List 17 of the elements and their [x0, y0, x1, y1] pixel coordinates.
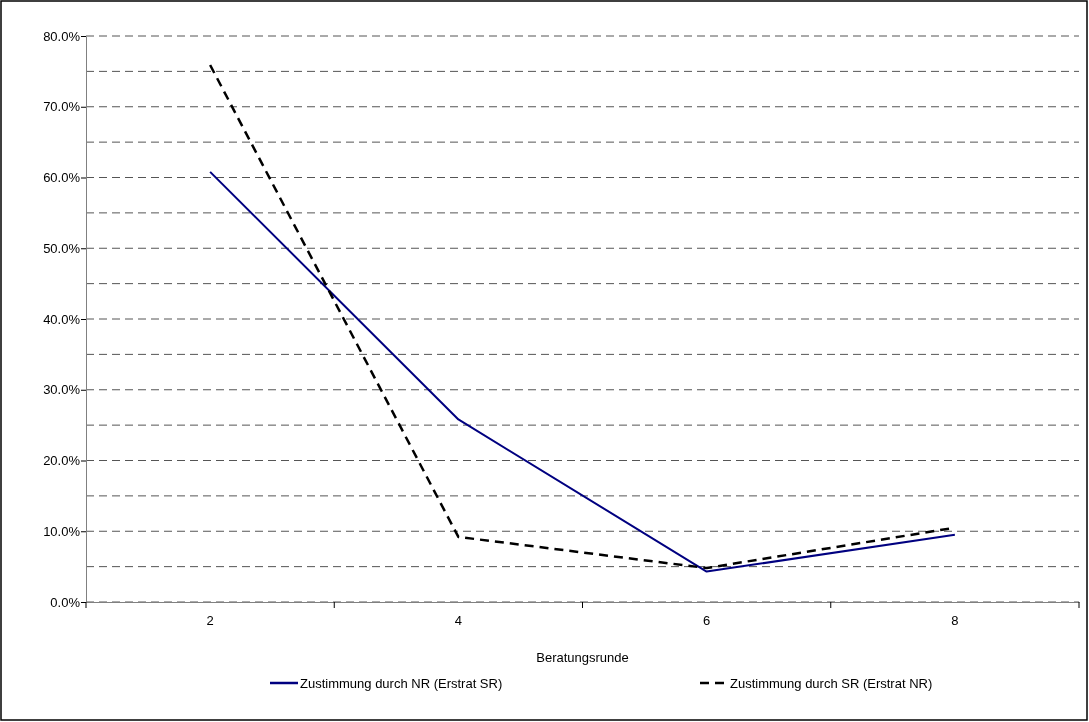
x-tick-label: 8 [951, 613, 959, 629]
y-tick-label: 0.0% [50, 594, 81, 610]
y-tick-label: 30.0% [43, 382, 81, 398]
y-tick-label: 60.0% [43, 170, 81, 186]
y-tick-label: 10.0% [43, 523, 81, 539]
line-series [209, 170, 956, 573]
y-tick-label: 50.0% [43, 240, 81, 256]
x-axis-title: Beratungsrunde [536, 650, 629, 665]
x-tick-label: 6 [703, 613, 711, 629]
y-tick-label: 40.0% [43, 311, 81, 327]
y-tick-label: 80.0% [43, 28, 81, 44]
x-tick-label: 4 [454, 613, 462, 629]
x-tick-label: 2 [206, 613, 214, 629]
legend-label: Zustimmung durch SR (Erstrat NR) [730, 676, 933, 691]
y-tick-label: 20.0% [43, 453, 81, 469]
y-tick-label: 70.0% [43, 99, 81, 115]
legend-label: Zustimmung durch NR (Erstrat SR) [300, 676, 503, 691]
